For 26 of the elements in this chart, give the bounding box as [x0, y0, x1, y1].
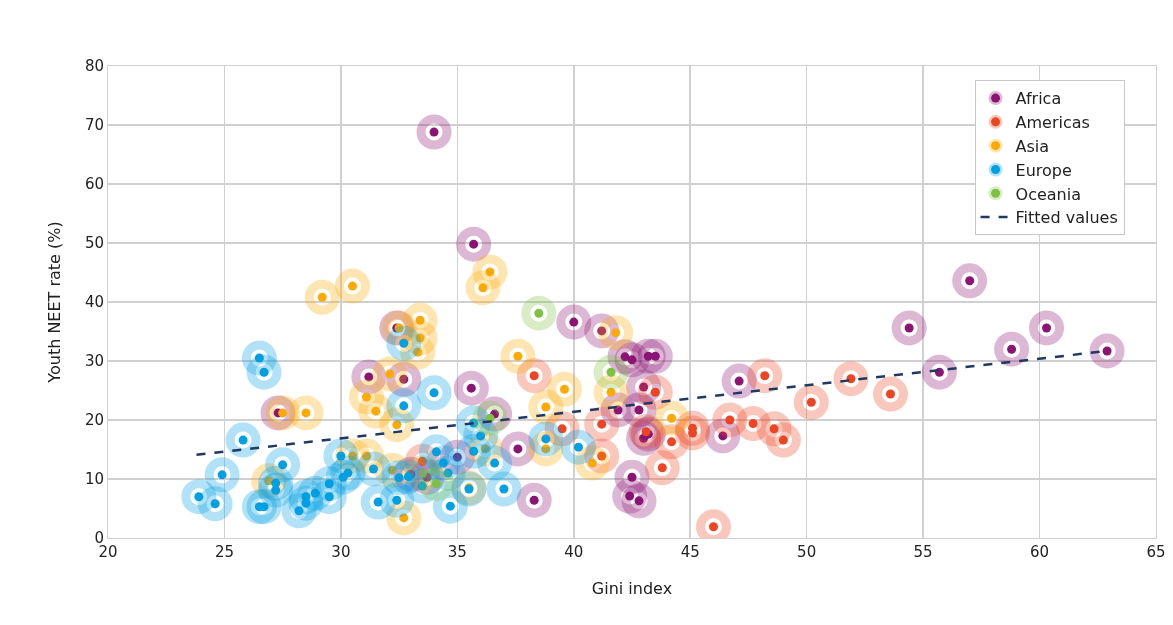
x-tick-label: 25 — [214, 543, 234, 561]
y-tick-label: 70 — [84, 116, 104, 135]
y-tick-label: 40 — [84, 293, 104, 312]
x-tick-label: 30 — [331, 543, 351, 561]
x-tick-label: 60 — [1030, 543, 1050, 561]
x-axis-title: Gini index — [591, 578, 673, 598]
x-tick-label: 20 — [98, 543, 118, 561]
x-tick-label: 45 — [680, 543, 700, 561]
legend-label: Europe — [1015, 160, 1072, 180]
y-axis-title: Youth NEET rate (%) — [44, 221, 64, 384]
y-tick-label: 60 — [84, 175, 104, 194]
y-tick-label: 10 — [84, 470, 104, 489]
legend-label: Americas — [1015, 113, 1090, 133]
y-tick-label: 20 — [84, 411, 104, 430]
y-tick-label: 30 — [84, 352, 104, 371]
legend-label: Oceania — [1015, 184, 1081, 204]
x-tick-label: 40 — [564, 543, 584, 561]
x-tick-label: 50 — [797, 543, 817, 561]
x-tick-label: 65 — [1146, 543, 1166, 561]
x-tick-label: 55 — [913, 543, 933, 561]
y-tick-label: 50 — [84, 234, 104, 253]
legend-label: Fitted values — [1015, 208, 1118, 228]
x-tick-label: 35 — [447, 543, 467, 561]
legend-label: Asia — [1015, 136, 1050, 156]
legend-label: Africa — [1015, 89, 1062, 109]
y-tick-label: 80 — [84, 57, 104, 76]
